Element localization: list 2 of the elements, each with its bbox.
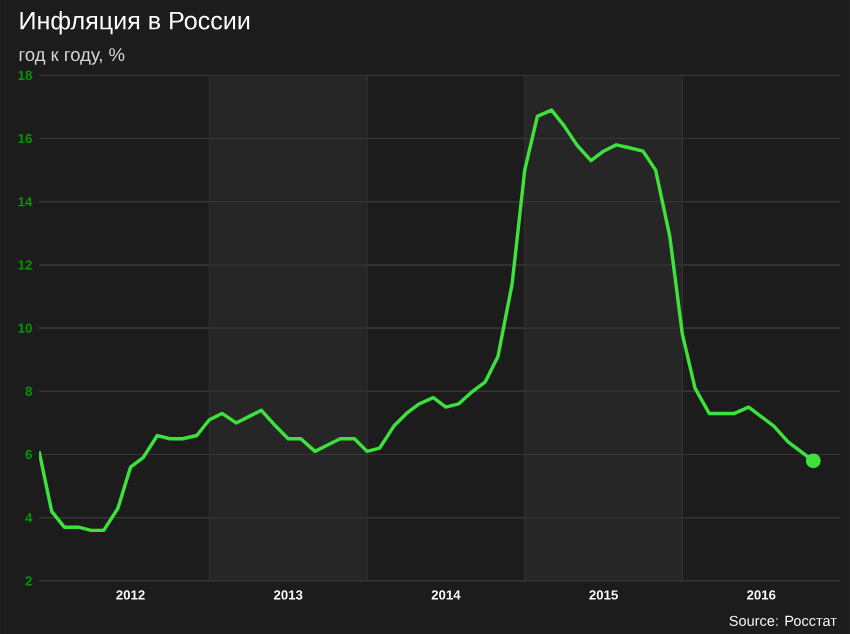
chart-title: Инфляция в России — [20, 10, 250, 35]
chart-subtitle: год к году, % — [19, 47, 125, 65]
